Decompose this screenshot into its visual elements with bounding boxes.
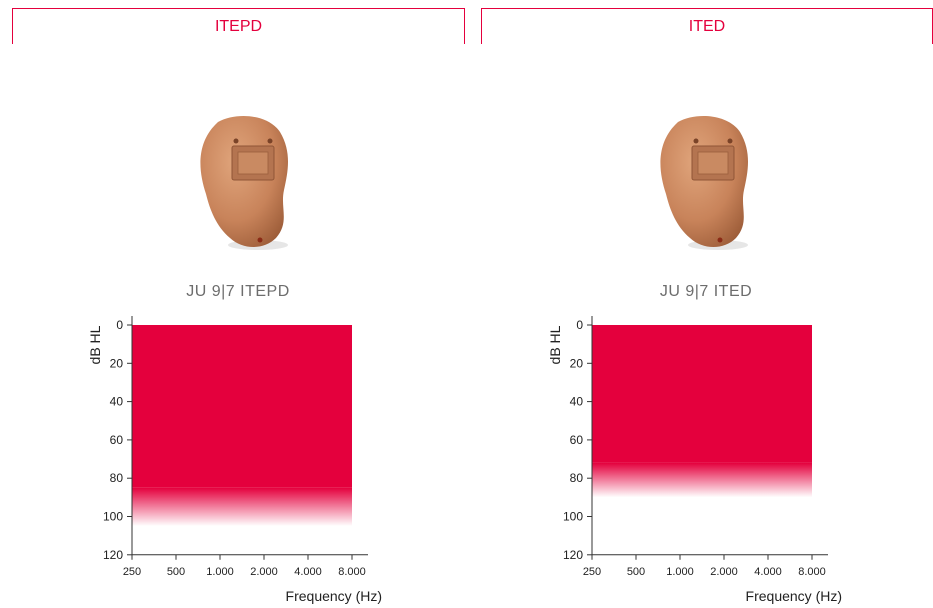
y-tick-label: 120 xyxy=(563,548,583,562)
x-axis-label: Frequency (Hz) xyxy=(746,588,842,604)
product-title-itepd: JU 9|7 ITEPD xyxy=(186,283,290,300)
y-tick-label: 120 xyxy=(103,548,123,562)
y-axis-label: dB HL xyxy=(87,325,103,364)
y-tick-label: 80 xyxy=(110,471,124,485)
x-tick-label: 250 xyxy=(123,566,141,578)
y-tick-label: 60 xyxy=(110,433,124,447)
y-tick-label: 0 xyxy=(576,318,583,332)
x-tick-label: 250 xyxy=(583,566,601,578)
y-tick-label: 80 xyxy=(570,471,584,485)
y-tick-label: 100 xyxy=(103,510,123,524)
fitting-range-area xyxy=(132,325,352,488)
x-tick-label: 500 xyxy=(167,566,185,578)
fitting-range-area xyxy=(592,325,812,463)
fitting-range-fade xyxy=(592,462,812,498)
hearing-aid-ited-image xyxy=(660,116,748,250)
y-tick-label: 0 xyxy=(116,318,123,332)
y-tick-label: 60 xyxy=(570,433,584,447)
fitting-range-fade xyxy=(132,487,352,527)
y-tick-label: 20 xyxy=(570,356,584,370)
x-tick-label: 1.000 xyxy=(666,566,694,578)
tab-ited[interactable]: ITED xyxy=(481,8,933,44)
x-tick-label: 4.000 xyxy=(754,566,782,578)
x-tick-label: 8.000 xyxy=(798,566,826,578)
hearing-aid-itepd-image xyxy=(200,116,288,250)
x-tick-label: 500 xyxy=(627,566,645,578)
x-axis-label: Frequency (Hz) xyxy=(286,588,382,604)
x-tick-label: 1.000 xyxy=(206,566,234,578)
x-tick-label: 8.000 xyxy=(338,566,366,578)
y-axis-label: dB HL xyxy=(547,325,563,364)
product-title-ited: JU 9|7 ITED xyxy=(659,283,753,300)
x-tick-label: 2.000 xyxy=(250,566,278,578)
y-tick-label: 100 xyxy=(563,510,583,524)
y-tick-label: 40 xyxy=(570,395,584,409)
y-tick-label: 20 xyxy=(110,356,124,370)
x-tick-label: 2.000 xyxy=(710,566,738,578)
x-tick-label: 4.000 xyxy=(294,566,322,578)
tab-itepd[interactable]: ITEPD xyxy=(12,8,465,44)
y-tick-label: 40 xyxy=(110,395,124,409)
